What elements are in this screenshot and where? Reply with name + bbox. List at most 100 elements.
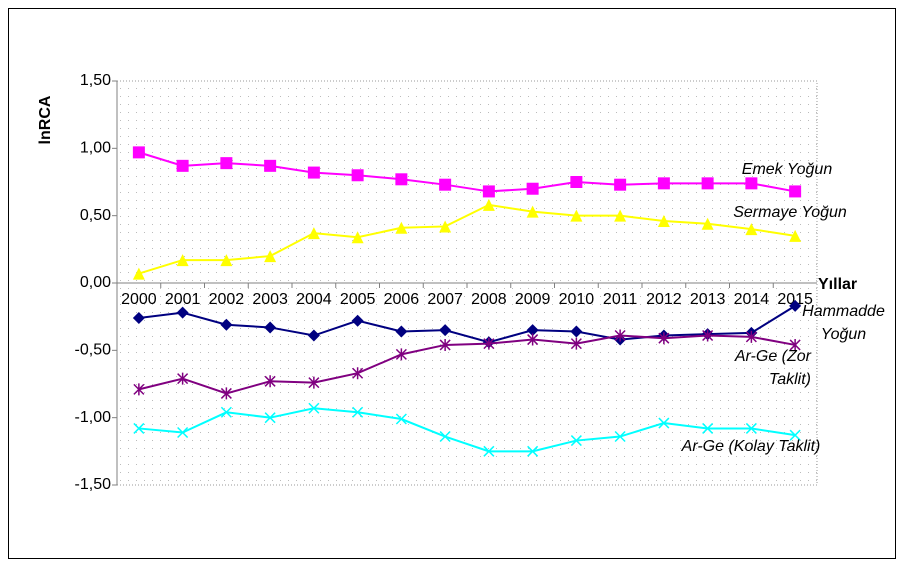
- marker: [658, 417, 670, 429]
- x-tick-label: 2012: [646, 291, 682, 308]
- y-axis-label: lnRCA: [37, 95, 54, 144]
- marker: [527, 445, 539, 457]
- marker: [745, 223, 758, 236]
- y-tick-label: 1,50: [80, 72, 111, 89]
- series-label: Emek Yoğun: [741, 161, 833, 178]
- marker: [701, 217, 714, 230]
- marker: [264, 321, 277, 334]
- marker: [395, 325, 408, 338]
- marker: [570, 209, 583, 222]
- y-tick-label: 1,00: [80, 140, 111, 157]
- x-tick-label: 2009: [515, 291, 551, 308]
- marker: [351, 231, 364, 244]
- marker: [307, 166, 320, 179]
- y-tick-label: -1,50: [75, 476, 112, 493]
- marker: [308, 402, 320, 414]
- series-label: Hammadde Yoğun: [802, 303, 885, 343]
- marker: [439, 430, 451, 443]
- marker: [570, 337, 582, 350]
- x-tick-label: 2007: [427, 291, 463, 308]
- marker: [395, 221, 408, 234]
- marker: [176, 254, 189, 267]
- marker: [570, 435, 582, 447]
- marker: [395, 413, 407, 425]
- marker: [614, 430, 626, 443]
- marker: [745, 177, 758, 190]
- marker: [352, 367, 364, 380]
- y-tick-label: 0,50: [80, 207, 111, 224]
- x-tick-label: 2001: [165, 291, 201, 308]
- x-tick-label: 2004: [296, 291, 332, 308]
- x-tick-label: 2010: [559, 291, 595, 308]
- marker: [789, 299, 802, 312]
- marker: [614, 329, 626, 342]
- series-line: [138, 334, 796, 395]
- marker: [658, 332, 670, 345]
- x-tick-label: 2008: [471, 291, 507, 308]
- marker: [570, 325, 583, 338]
- marker: [702, 422, 714, 434]
- marker: [789, 185, 802, 198]
- marker: [745, 422, 757, 434]
- x-tick-label: 2000: [121, 291, 157, 308]
- marker: [220, 318, 233, 331]
- marker: [308, 376, 320, 389]
- marker: [132, 312, 145, 325]
- y-tick-label: -1,00: [75, 409, 112, 426]
- marker: [176, 306, 189, 319]
- x-tick-label: 2014: [734, 291, 770, 308]
- marker: [439, 324, 452, 337]
- marker: [702, 329, 714, 342]
- marker: [439, 220, 452, 233]
- x-tick-label: 2013: [690, 291, 726, 308]
- x-axis-label: Yıllar: [818, 276, 857, 293]
- marker: [614, 209, 627, 222]
- series-line: [138, 305, 796, 344]
- series-label: Ar-Ge (Kolay Taklit): [681, 438, 821, 455]
- marker: [614, 178, 627, 191]
- marker: [307, 227, 320, 240]
- marker: [789, 429, 801, 441]
- x-tick-label: 2006: [384, 291, 420, 308]
- marker: [482, 185, 495, 198]
- marker: [526, 182, 539, 195]
- marker: [220, 157, 233, 170]
- marker: [352, 406, 364, 418]
- marker: [264, 375, 276, 388]
- marker: [395, 348, 407, 361]
- marker: [351, 314, 364, 327]
- x-tick-label: 2011: [603, 291, 638, 308]
- series-line: [138, 151, 796, 193]
- marker: [789, 338, 801, 351]
- marker: [220, 406, 232, 418]
- marker: [526, 324, 539, 337]
- marker: [220, 387, 232, 400]
- marker: [132, 267, 145, 280]
- marker: [132, 146, 145, 159]
- marker: [789, 229, 802, 242]
- y-tick-label: 0,00: [80, 274, 111, 291]
- x-tick-label: 2015: [777, 291, 813, 308]
- marker: [264, 412, 276, 424]
- series-label: Sermaye Yoğun: [733, 204, 847, 221]
- marker: [395, 173, 408, 186]
- marker: [701, 177, 714, 190]
- marker: [657, 215, 670, 228]
- marker: [482, 198, 495, 211]
- series-line: [138, 203, 796, 275]
- marker: [657, 177, 670, 190]
- marker: [351, 169, 364, 182]
- marker: [745, 330, 757, 343]
- marker: [264, 159, 277, 172]
- marker: [264, 250, 277, 263]
- series-label: Ar-Ge (Zor Taklit): [734, 348, 811, 388]
- marker: [307, 329, 320, 342]
- series-line: [138, 407, 796, 453]
- marker: [177, 426, 189, 439]
- marker: [220, 254, 233, 267]
- x-tick-label: 2003: [252, 291, 288, 308]
- marker: [177, 372, 189, 385]
- marker: [439, 338, 451, 351]
